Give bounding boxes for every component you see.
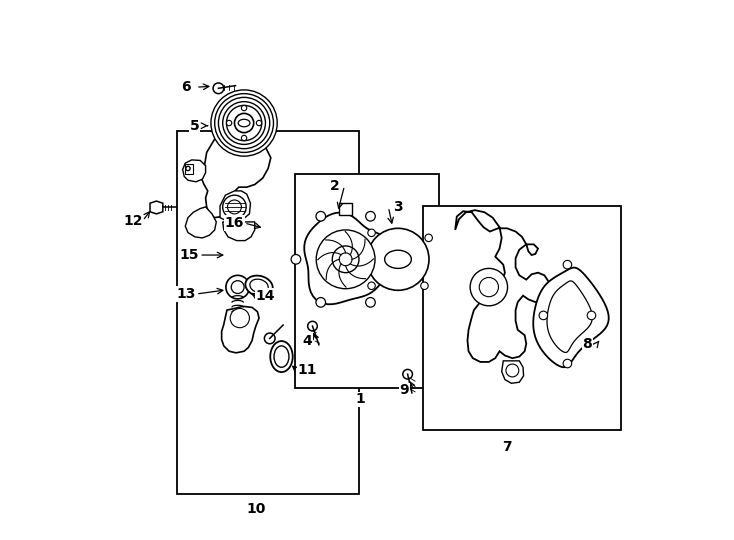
Text: 8: 8 — [582, 337, 592, 351]
Text: 3: 3 — [393, 200, 403, 214]
Polygon shape — [501, 361, 523, 383]
Polygon shape — [222, 306, 259, 353]
Polygon shape — [185, 207, 217, 238]
Circle shape — [214, 93, 274, 152]
Polygon shape — [339, 203, 352, 215]
Text: 1: 1 — [356, 393, 366, 406]
Circle shape — [213, 83, 224, 93]
Circle shape — [539, 311, 548, 320]
Bar — [295, 174, 439, 388]
Circle shape — [241, 136, 247, 140]
Polygon shape — [455, 210, 550, 362]
Polygon shape — [185, 164, 193, 174]
Ellipse shape — [239, 119, 250, 127]
Circle shape — [316, 230, 375, 289]
Ellipse shape — [250, 279, 268, 293]
Circle shape — [211, 90, 277, 156]
Polygon shape — [201, 134, 271, 218]
Bar — [178, 131, 359, 495]
Circle shape — [563, 260, 572, 269]
Circle shape — [390, 254, 400, 264]
Polygon shape — [305, 213, 394, 304]
Circle shape — [587, 311, 596, 320]
Circle shape — [368, 229, 375, 237]
Circle shape — [333, 246, 359, 273]
Text: 10: 10 — [246, 502, 266, 516]
Text: 9: 9 — [399, 383, 410, 397]
Circle shape — [256, 120, 262, 126]
Circle shape — [186, 166, 190, 171]
Circle shape — [425, 234, 432, 241]
Ellipse shape — [245, 275, 273, 296]
Circle shape — [479, 278, 498, 296]
Circle shape — [230, 308, 250, 328]
Ellipse shape — [270, 341, 293, 372]
Circle shape — [264, 333, 275, 344]
Circle shape — [241, 105, 247, 111]
Text: 12: 12 — [123, 214, 142, 228]
Text: 7: 7 — [502, 441, 512, 455]
Polygon shape — [222, 222, 255, 241]
Circle shape — [219, 97, 269, 149]
Polygon shape — [183, 160, 206, 182]
Text: 14: 14 — [255, 289, 275, 302]
Circle shape — [316, 212, 326, 221]
Circle shape — [234, 113, 254, 133]
Circle shape — [470, 268, 507, 306]
Polygon shape — [547, 281, 592, 353]
Circle shape — [368, 282, 375, 289]
Circle shape — [222, 102, 266, 144]
Text: 13: 13 — [177, 287, 196, 301]
Text: 5: 5 — [190, 119, 200, 133]
Circle shape — [339, 253, 352, 266]
Circle shape — [231, 281, 244, 294]
Text: 2: 2 — [330, 179, 340, 193]
Circle shape — [226, 275, 250, 299]
Circle shape — [506, 364, 519, 377]
Circle shape — [227, 105, 262, 140]
Polygon shape — [220, 191, 250, 222]
Ellipse shape — [385, 250, 411, 268]
Circle shape — [308, 321, 317, 331]
Bar — [423, 206, 621, 430]
Text: 15: 15 — [180, 248, 200, 262]
Circle shape — [366, 298, 375, 307]
Circle shape — [366, 212, 375, 221]
Text: 6: 6 — [181, 80, 191, 94]
Circle shape — [403, 369, 413, 379]
Text: 4: 4 — [302, 334, 312, 348]
Circle shape — [228, 200, 241, 214]
Polygon shape — [534, 268, 608, 367]
Circle shape — [222, 195, 246, 219]
Text: 11: 11 — [297, 363, 317, 377]
Circle shape — [291, 254, 301, 264]
Text: 16: 16 — [225, 216, 244, 230]
Circle shape — [421, 282, 428, 289]
Polygon shape — [150, 201, 163, 214]
Circle shape — [316, 298, 326, 307]
Polygon shape — [222, 110, 256, 138]
Circle shape — [563, 359, 572, 368]
Ellipse shape — [274, 346, 289, 367]
Circle shape — [227, 120, 232, 126]
Circle shape — [367, 228, 429, 291]
